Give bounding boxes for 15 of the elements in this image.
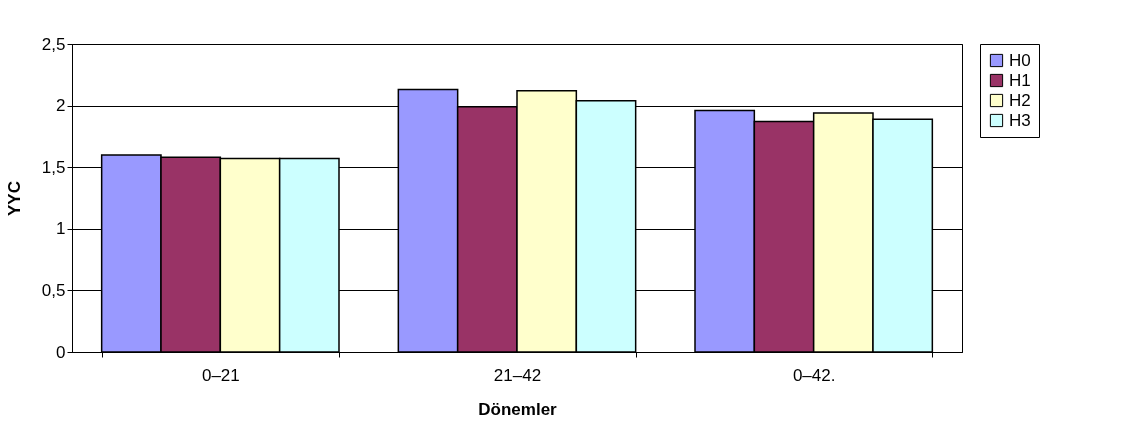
y-tick-label: 2 <box>56 96 66 116</box>
y-tick-label: 1,5 <box>41 157 66 177</box>
y-tick-label: 0 <box>56 342 66 362</box>
y-tick-label: 1 <box>56 219 66 239</box>
legend-label: H0 <box>1009 50 1031 70</box>
legend-label: H3 <box>1009 110 1031 130</box>
y-tick-label: 0,5 <box>41 280 66 300</box>
y-axis-title: YYC <box>4 181 24 216</box>
x-tick-label: 0–21 <box>201 365 240 385</box>
y-tick-label: 2,5 <box>41 34 66 54</box>
legend-label: H2 <box>1009 90 1031 110</box>
x-tick-label: 0–42. <box>792 365 836 385</box>
legend-label: H1 <box>1009 70 1031 90</box>
x-axis-title: Dönemler <box>478 399 558 419</box>
x-tick-label: 21–42 <box>493 365 542 385</box>
